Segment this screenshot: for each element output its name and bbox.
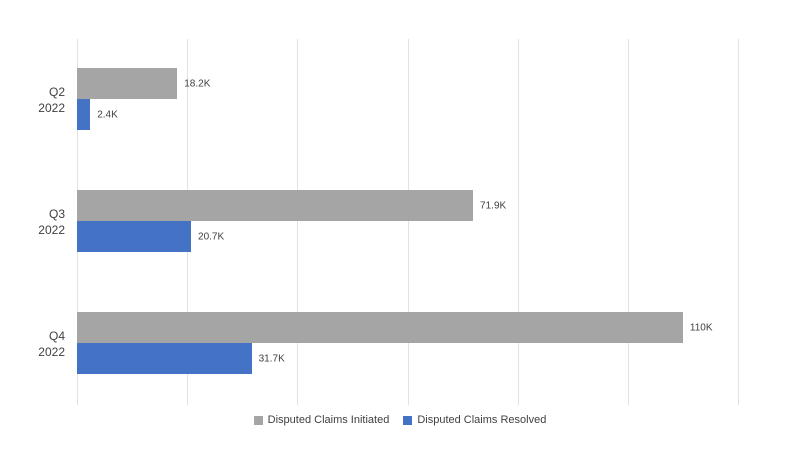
gridline xyxy=(738,39,739,405)
bar-disputed-claims-initiated-q3-2022 xyxy=(77,190,474,221)
gridline xyxy=(407,39,409,405)
gridline xyxy=(297,39,299,405)
bar-disputed-claims-initiated-q2-2022 xyxy=(77,68,178,99)
category-label-q3-2022: Q3 2022 xyxy=(0,206,65,238)
data-label-disputed-claims-initiated-q4-2022: 110K xyxy=(689,322,713,333)
legend: Disputed Claims Initiated Disputed Claims… xyxy=(0,414,800,426)
bar-disputed-claims-initiated-q4-2022 xyxy=(77,312,683,343)
legend-item-disputed-claims-resolved: Disputed Claims Resolved xyxy=(403,414,546,426)
data-label-disputed-claims-resolved-q3-2022: 20.7K xyxy=(198,231,225,242)
legend-swatch-icon xyxy=(403,415,413,425)
data-label-disputed-claims-initiated-q2-2022: 18.2K xyxy=(184,78,211,89)
plot-area: 18.2K 2.4K 71.9K 20.7K 110K 31.7K xyxy=(77,39,739,405)
legend-label: Disputed Claims Initiated xyxy=(267,414,390,426)
category-label-quarter: Q2 xyxy=(48,85,65,99)
data-label-disputed-claims-resolved-q4-2022: 31.7K xyxy=(258,353,285,364)
bar-disputed-claims-resolved-q4-2022 xyxy=(77,343,252,374)
gridline xyxy=(627,39,629,405)
category-group-q4-2022: 110K 31.7K xyxy=(77,283,738,405)
category-label-q2-2022: Q2 2022 xyxy=(0,84,65,116)
gridline xyxy=(517,39,519,405)
category-label-year: 2022 xyxy=(38,101,65,115)
bar-disputed-claims-resolved-q3-2022 xyxy=(77,221,192,252)
category-group-q2-2022: 18.2K 2.4K xyxy=(77,39,738,161)
category-label-year: 2022 xyxy=(38,223,65,237)
category-label-quarter: Q3 xyxy=(48,207,65,221)
legend-swatch-icon xyxy=(253,415,263,425)
data-label-disputed-claims-initiated-q3-2022: 71.9K xyxy=(480,200,507,211)
legend-item-disputed-claims-initiated: Disputed Claims Initiated xyxy=(253,414,390,426)
bar-disputed-claims-resolved-q2-2022 xyxy=(77,99,91,130)
category-label-q4-2022: Q4 2022 xyxy=(0,328,65,360)
category-label-year: 2022 xyxy=(38,345,65,359)
data-label-disputed-claims-resolved-q2-2022: 2.4K xyxy=(97,109,118,120)
category-label-quarter: Q4 xyxy=(48,329,65,343)
legend-label: Disputed Claims Resolved xyxy=(417,414,547,426)
category-group-q3-2022: 71.9K 20.7K xyxy=(77,161,738,283)
